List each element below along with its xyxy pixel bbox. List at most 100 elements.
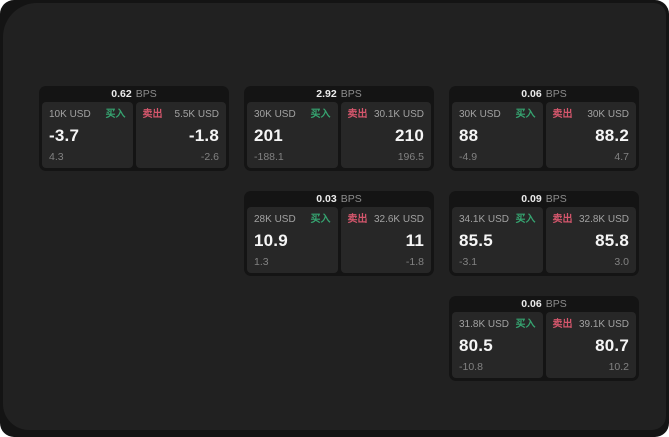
spread-header: 0.06 BPS	[449, 86, 639, 102]
spread-unit: BPS	[135, 88, 157, 100]
price-card: 2.92 BPS 30K USD 买入 201 -188.1 卖出 30.1K …	[244, 86, 434, 171]
buy-price: 80.5	[459, 336, 493, 356]
price-card: 0.06 BPS 30K USD 买入 88 -4.9 卖出 30K USD 8…	[449, 86, 639, 171]
buy-side-label: 买入	[105, 109, 126, 120]
sell-sub-value: 3.0	[614, 255, 629, 268]
sell-sub-value: 196.5	[397, 150, 424, 163]
buy-sub-value: -4.9	[459, 150, 478, 163]
buy-sub-value: -3.1	[459, 255, 478, 268]
spread-value: 2.92	[316, 88, 337, 100]
buy-price: 85.5	[459, 231, 493, 251]
buy-price: -3.7	[49, 126, 80, 146]
sell-sub-value: -1.8	[405, 255, 424, 268]
tile-row: 34.1K USD 买入 85.5 -3.1 卖出 32.8K USD 85.8…	[449, 207, 639, 276]
buy-amount: 30K USD	[254, 109, 296, 120]
sell-side-label: 卖出	[142, 109, 163, 120]
buy-side-label: 买入	[515, 109, 536, 120]
sell-tile-header: 卖出 39.1K USD	[553, 320, 630, 330]
sell-sub-value: -2.6	[200, 150, 219, 163]
sell-price: 210	[395, 126, 424, 146]
sell-side-label: 卖出	[552, 214, 573, 225]
sell-side-label: 卖出	[552, 109, 573, 120]
spread-header: 0.03 BPS	[244, 191, 434, 207]
spread-unit: BPS	[340, 88, 362, 100]
sell-tile[interactable]: 卖出 32.6K USD 11 -1.8	[340, 207, 431, 273]
buy-sub-value: -188.1	[254, 150, 284, 163]
buy-amount: 30K USD	[459, 109, 501, 120]
sell-amount: 39.1K USD	[578, 319, 629, 330]
buy-side-label: 买入	[515, 214, 536, 225]
sell-tile[interactable]: 卖出 39.1K USD 80.7 10.2	[545, 312, 636, 378]
buy-tile[interactable]: 10K USD 买入 -3.7 4.3	[42, 102, 133, 168]
price-card: 0.62 BPS 10K USD 买入 -3.7 4.3 卖出 5.5K USD…	[39, 86, 229, 171]
buy-side-label: 买入	[310, 109, 331, 120]
buy-amount: 10K USD	[49, 109, 91, 120]
buy-tile-header: 34.1K USD 买入	[459, 215, 536, 225]
spread-value: 0.06	[521, 298, 542, 310]
sell-side-label: 卖出	[347, 214, 368, 225]
sell-amount: 32.8K USD	[578, 214, 629, 225]
sell-sub-value: 4.7	[614, 150, 629, 163]
sell-tile-header: 卖出 30.1K USD	[348, 110, 425, 120]
buy-tile-header: 31.8K USD 买入	[459, 320, 536, 330]
sell-price: 85.8	[595, 231, 629, 251]
sell-side-label: 卖出	[552, 319, 573, 330]
buy-tile-header: 30K USD 买入	[254, 110, 331, 120]
buy-tile[interactable]: 31.8K USD 买入 80.5 -10.8	[452, 312, 543, 378]
buy-amount: 28K USD	[254, 214, 296, 225]
spread-header: 0.06 BPS	[449, 296, 639, 312]
buy-sub-value: 1.3	[254, 255, 269, 268]
spread-unit: BPS	[545, 88, 567, 100]
buy-amount: 34.1K USD	[459, 214, 510, 225]
sell-tile-header: 卖出 5.5K USD	[143, 110, 220, 120]
price-card: 0.03 BPS 28K USD 买入 10.9 1.3 卖出 32.6K US…	[244, 191, 434, 276]
buy-tile[interactable]: 30K USD 买入 201 -188.1	[247, 102, 338, 168]
buy-price: 88	[459, 126, 479, 146]
spread-header: 0.09 BPS	[449, 191, 639, 207]
sell-amount: 30K USD	[587, 109, 629, 120]
price-card: 0.09 BPS 34.1K USD 买入 85.5 -3.1 卖出 32.8K…	[449, 191, 639, 276]
sell-tile[interactable]: 卖出 32.8K USD 85.8 3.0	[545, 207, 636, 273]
price-card: 0.06 BPS 31.8K USD 买入 80.5 -10.8 卖出 39.1…	[449, 296, 639, 381]
buy-price: 10.9	[254, 231, 288, 251]
spread-value: 0.09	[521, 193, 542, 205]
buy-tile[interactable]: 34.1K USD 买入 85.5 -3.1	[452, 207, 543, 273]
sell-tile-header: 卖出 32.8K USD	[553, 215, 630, 225]
buy-tile-header: 28K USD 买入	[254, 215, 331, 225]
sell-price: 88.2	[595, 126, 629, 146]
sell-tile[interactable]: 卖出 5.5K USD -1.8 -2.6	[135, 102, 226, 168]
sell-sub-value: 10.2	[608, 360, 629, 373]
spread-header: 2.92 BPS	[244, 86, 434, 102]
spread-unit: BPS	[545, 193, 567, 205]
sell-tile-header: 卖出 32.6K USD	[348, 215, 425, 225]
sell-amount: 5.5K USD	[174, 109, 219, 120]
buy-tile-header: 10K USD 买入	[49, 110, 126, 120]
sell-tile[interactable]: 卖出 30K USD 88.2 4.7	[545, 102, 636, 168]
tile-row: 30K USD 买入 88 -4.9 卖出 30K USD 88.2 4.7	[449, 102, 639, 171]
buy-tile-header: 30K USD 买入	[459, 110, 536, 120]
sell-price: 11	[405, 231, 424, 251]
buy-sub-value: -10.8	[459, 360, 483, 373]
tile-row: 10K USD 买入 -3.7 4.3 卖出 5.5K USD -1.8 -2.…	[39, 102, 229, 171]
buy-price: 201	[254, 126, 283, 146]
spread-unit: BPS	[340, 193, 362, 205]
sell-amount: 30.1K USD	[373, 109, 424, 120]
spread-unit: BPS	[545, 298, 567, 310]
spread-value: 0.03	[316, 193, 337, 205]
buy-tile[interactable]: 30K USD 买入 88 -4.9	[452, 102, 543, 168]
buy-tile[interactable]: 28K USD 买入 10.9 1.3	[247, 207, 338, 273]
tile-row: 30K USD 买入 201 -188.1 卖出 30.1K USD 210 1…	[244, 102, 434, 171]
sell-tile[interactable]: 卖出 30.1K USD 210 196.5	[340, 102, 431, 168]
spread-value: 0.62	[111, 88, 132, 100]
buy-sub-value: 4.3	[49, 150, 64, 163]
buy-side-label: 买入	[515, 319, 536, 330]
tile-row: 31.8K USD 买入 80.5 -10.8 卖出 39.1K USD 80.…	[449, 312, 639, 381]
sell-price: 80.7	[595, 336, 629, 356]
buy-amount: 31.8K USD	[459, 319, 510, 330]
sell-tile-header: 卖出 30K USD	[553, 110, 630, 120]
buy-side-label: 买入	[310, 214, 331, 225]
spread-header: 0.62 BPS	[39, 86, 229, 102]
tile-row: 28K USD 买入 10.9 1.3 卖出 32.6K USD 11 -1.8	[244, 207, 434, 276]
sell-amount: 32.6K USD	[373, 214, 424, 225]
